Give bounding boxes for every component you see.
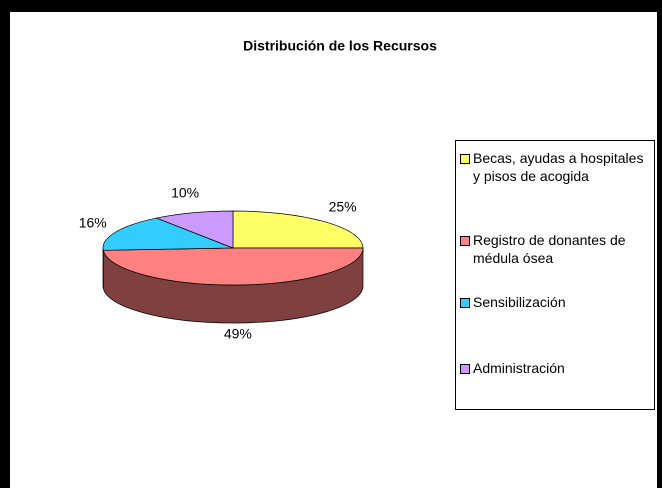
- legend-swatch: [460, 364, 470, 374]
- chart-area: Distribución de los Recursos 25% 49% 16% 10…: [10, 12, 657, 488]
- data-label: 16%: [79, 214, 107, 230]
- legend-label: Sensibilización: [473, 294, 566, 310]
- legend-label: Registro de donantes de médula ósea: [473, 232, 626, 266]
- chart-title: Distribución de los Recursos: [243, 38, 437, 54]
- legend-item: Sensibilización: [460, 293, 652, 311]
- legend-label: Becas, ayudas a hospitales y pisos de ac…: [473, 150, 644, 184]
- data-label: 25%: [329, 198, 357, 214]
- slice: [232, 210, 364, 249]
- data-label: 10%: [171, 184, 199, 200]
- slice: [155, 210, 234, 249]
- legend-swatch: [460, 236, 470, 246]
- data-label: 49%: [224, 326, 252, 342]
- chart: Distribución de los Recursos 25% 49% 16% 10…: [79, 38, 437, 342]
- legend-swatch: [460, 298, 470, 308]
- slice: [102, 247, 364, 286]
- legend-item: Becas, ayudas a hospitales y pisos de ac…: [460, 149, 652, 185]
- legend-item: Registro de donantes de médula ósea: [460, 231, 652, 267]
- legend: Becas, ayudas a hospitales y pisos de ac…: [455, 140, 655, 410]
- legend-swatch: [460, 154, 470, 164]
- slice: [102, 217, 234, 251]
- legend-item: Administración: [460, 359, 652, 377]
- legend-label: Administración: [473, 360, 565, 376]
